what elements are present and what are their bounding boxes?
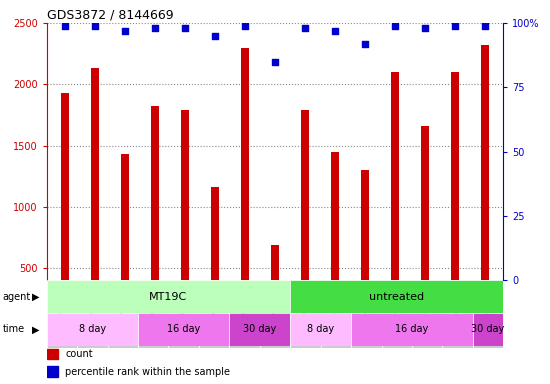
Bar bbox=[290, 280, 321, 348]
Point bbox=[361, 41, 370, 47]
Text: GSM579080: GSM579080 bbox=[59, 282, 65, 325]
Text: GSM579087: GSM579087 bbox=[272, 282, 278, 325]
Text: GSM579074: GSM579074 bbox=[333, 282, 339, 325]
Bar bbox=[481, 45, 489, 329]
Bar bbox=[241, 48, 249, 329]
Text: untreated: untreated bbox=[369, 291, 424, 302]
Bar bbox=[199, 280, 229, 348]
Bar bbox=[47, 366, 58, 377]
Bar bbox=[361, 170, 369, 329]
Bar bbox=[351, 280, 382, 348]
Point bbox=[331, 28, 339, 34]
Text: 16 day: 16 day bbox=[167, 324, 200, 334]
Bar bbox=[392, 72, 399, 329]
Bar bbox=[421, 126, 429, 329]
Bar bbox=[229, 280, 260, 348]
Point bbox=[60, 23, 69, 29]
Point bbox=[120, 28, 129, 34]
Text: GSM579075: GSM579075 bbox=[364, 282, 369, 325]
Text: GSM579073: GSM579073 bbox=[302, 282, 309, 325]
Text: 8 day: 8 day bbox=[79, 324, 106, 334]
Point bbox=[151, 25, 160, 31]
Point bbox=[240, 23, 249, 29]
Bar bbox=[290, 280, 503, 313]
Text: time: time bbox=[3, 324, 25, 334]
Bar bbox=[412, 280, 442, 348]
Bar bbox=[61, 93, 69, 329]
Text: GSM579082: GSM579082 bbox=[120, 282, 126, 325]
Bar bbox=[121, 154, 129, 329]
Bar bbox=[181, 110, 189, 329]
Bar bbox=[47, 280, 77, 348]
Bar bbox=[452, 72, 459, 329]
Point bbox=[180, 25, 189, 31]
Bar bbox=[138, 280, 168, 348]
Point bbox=[211, 33, 219, 39]
Text: 16 day: 16 day bbox=[395, 324, 428, 334]
Bar bbox=[229, 313, 290, 346]
Text: GSM579077: GSM579077 bbox=[424, 282, 430, 325]
Text: 30 day: 30 day bbox=[243, 324, 277, 334]
Text: ▶: ▶ bbox=[32, 324, 40, 334]
Point bbox=[421, 25, 430, 31]
Text: GSM579081: GSM579081 bbox=[90, 282, 95, 325]
Bar bbox=[168, 280, 199, 348]
Text: GSM579078: GSM579078 bbox=[455, 282, 460, 325]
Text: 30 day: 30 day bbox=[471, 324, 505, 334]
Text: GSM579084: GSM579084 bbox=[181, 282, 186, 325]
Bar bbox=[321, 280, 351, 348]
Bar bbox=[382, 280, 412, 348]
Point bbox=[451, 23, 460, 29]
Bar bbox=[473, 313, 503, 346]
Text: GSM579085: GSM579085 bbox=[211, 282, 217, 325]
Bar bbox=[151, 106, 158, 329]
Text: count: count bbox=[65, 349, 92, 359]
Bar bbox=[351, 313, 473, 346]
Bar bbox=[271, 245, 279, 329]
Text: MT19C: MT19C bbox=[150, 291, 188, 302]
Text: GSM579079: GSM579079 bbox=[485, 282, 491, 325]
Bar bbox=[47, 349, 58, 359]
Bar bbox=[290, 313, 351, 346]
Point bbox=[390, 23, 399, 29]
Text: agent: agent bbox=[3, 291, 31, 302]
Bar bbox=[442, 280, 473, 348]
Text: percentile rank within the sample: percentile rank within the sample bbox=[65, 366, 230, 377]
Point bbox=[301, 25, 310, 31]
Bar bbox=[301, 110, 309, 329]
Bar bbox=[473, 280, 503, 348]
Text: GSM579086: GSM579086 bbox=[241, 282, 248, 325]
Text: GDS3872 / 8144669: GDS3872 / 8144669 bbox=[47, 9, 173, 22]
Bar bbox=[47, 280, 290, 313]
Bar bbox=[331, 152, 339, 329]
Point bbox=[90, 23, 99, 29]
Bar bbox=[138, 313, 229, 346]
Point bbox=[481, 23, 490, 29]
Bar bbox=[211, 187, 219, 329]
Text: ▶: ▶ bbox=[32, 291, 40, 302]
Point bbox=[271, 59, 279, 65]
Bar bbox=[77, 280, 108, 348]
Bar bbox=[47, 313, 138, 346]
Bar bbox=[260, 280, 290, 348]
Text: GSM579076: GSM579076 bbox=[394, 282, 400, 325]
Bar bbox=[91, 68, 98, 329]
Text: 8 day: 8 day bbox=[307, 324, 334, 334]
Text: GSM579083: GSM579083 bbox=[150, 282, 156, 325]
Bar bbox=[108, 280, 138, 348]
